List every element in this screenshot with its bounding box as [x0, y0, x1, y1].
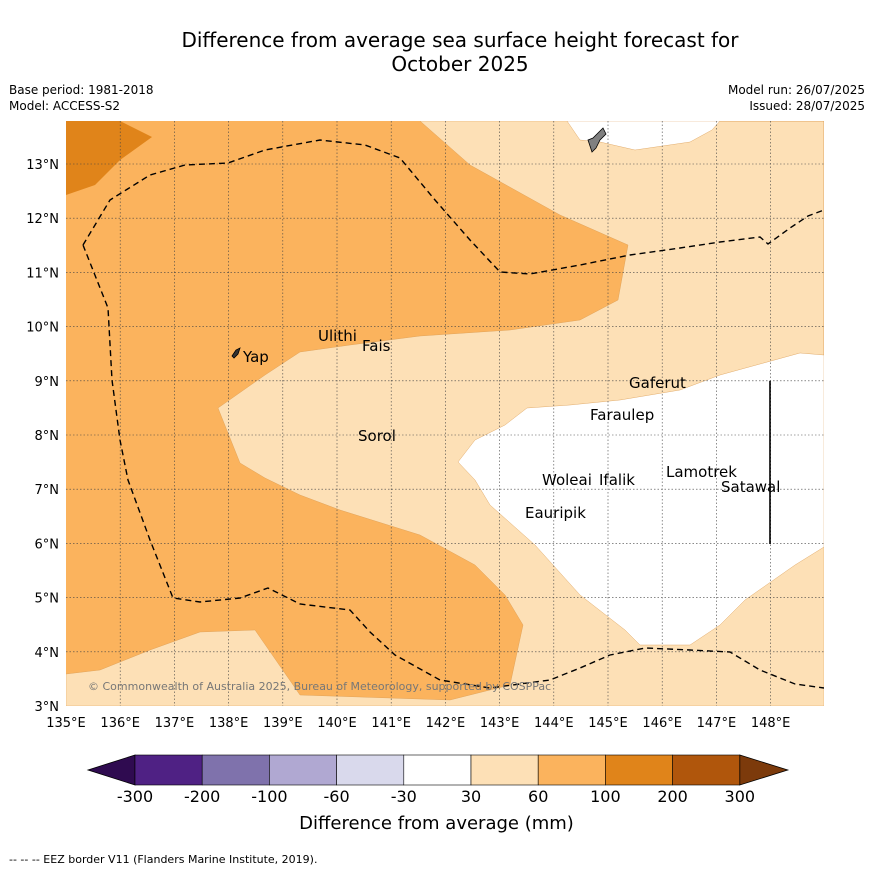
model-name: Model: ACCESS-S2 — [9, 99, 121, 113]
colorbar-tick-label: 100 — [590, 787, 621, 806]
place-label: Ifalik — [599, 471, 635, 489]
lat-tick-label: 10°N — [26, 321, 59, 336]
lat-tick-label: 4°N — [35, 646, 60, 661]
lon-tick-label: 138°E — [209, 716, 249, 731]
colorbar-tick-label: -100 — [251, 787, 288, 806]
colorbar-over-triangle — [739, 754, 790, 786]
map-field — [66, 121, 824, 706]
lat-tick-label: 5°N — [35, 592, 60, 607]
place-label: Woleai — [542, 471, 592, 489]
lon-tick-label: 139°E — [263, 716, 303, 731]
lon-tick-label: 137°E — [155, 716, 195, 731]
colorbar — [86, 754, 790, 786]
meta-right: Model run: 26/07/2025 Issued: 28/07/2025 — [728, 82, 865, 114]
place-labels: Ulithi Fais Yap Gaferut Faraulep Sorol Woleai I… — [242, 327, 780, 522]
colorbar-segment — [537, 754, 606, 786]
colorbar-tick-label: 300 — [724, 787, 756, 806]
lat-tick-label: 12°N — [26, 212, 59, 227]
base-period: Base period: 1981-2018 — [9, 83, 154, 97]
lon-tick-label: 143°E — [480, 716, 520, 731]
colorbar-segment — [269, 754, 337, 786]
yap-island — [231, 347, 241, 359]
lon-tick-label: 145°E — [588, 716, 628, 731]
footer-note: -- -- -- EEZ border V11 (Flanders Marine… — [9, 853, 318, 866]
place-label: Yap — [242, 348, 269, 366]
eez-border-line — [82, 139, 824, 689]
place-label: Gaferut — [629, 374, 686, 392]
lon-tick-label: 147°E — [697, 716, 737, 731]
colorbar-tick-label: -30 — [390, 787, 417, 806]
lat-tick-label: 7°N — [35, 483, 60, 498]
neutral-region — [457, 121, 824, 646]
place-label: Sorol — [358, 427, 396, 445]
eez-border — [82, 139, 824, 689]
lon-tick-label: 146°E — [642, 716, 682, 731]
place-label: Satawal — [721, 478, 780, 496]
lon-tick-label: 144°E — [534, 716, 574, 731]
colorbar-tick-label: 60 — [528, 787, 549, 806]
place-label: Fais — [362, 337, 391, 355]
title-line-2: October 2025 — [391, 52, 529, 76]
colorbar-under-triangle — [86, 754, 136, 786]
colorbar-tick-label: 200 — [657, 787, 688, 806]
lon-tick-label: 140°E — [317, 716, 357, 731]
lat-tick-label: 13°N — [26, 158, 59, 173]
colorbar-segment — [470, 754, 539, 786]
lat-tick-label: 9°N — [35, 375, 60, 390]
lon-tick-label: 141°E — [371, 716, 411, 731]
place-label: Lamotrek — [666, 463, 737, 481]
colorbar-segment — [672, 754, 741, 786]
colorbar-segment — [403, 754, 472, 786]
lon-tick-label: 148°E — [751, 716, 791, 731]
issued-date: Issued: 28/07/2025 — [749, 99, 865, 113]
lon-tick-label: 136°E — [100, 716, 140, 731]
place-label: Eauripik — [525, 504, 586, 522]
model-run: Model run: 26/07/2025 — [727, 83, 865, 97]
lat-tick-label: 3°N — [35, 700, 60, 715]
lon-tick-label: 135°E — [46, 716, 86, 731]
colorbar-tick-label: -60 — [323, 787, 350, 806]
colorbar-title: Difference from average (mm) — [299, 813, 574, 834]
guam-island — [587, 127, 607, 153]
place-label: Faraulep — [590, 406, 654, 424]
land-features — [231, 127, 607, 359]
lat-tick-label: 11°N — [26, 266, 59, 281]
axis-ticks: 135°E 136°E 137°E 138°E 139°E 140°E 141°E 142°E… — [26, 158, 790, 731]
chart-title: Difference from average sea surface heig… — [60, 28, 860, 76]
colorbar-tick-label: -200 — [184, 787, 221, 806]
colorbar-tick-label: -300 — [116, 787, 154, 806]
lon-tick-label: 142°E — [426, 716, 466, 731]
colorbar-segment — [201, 754, 270, 786]
colorbar-segment — [134, 754, 203, 786]
title-line-1: Difference from average sea surface heig… — [181, 28, 739, 52]
colorbar-segment — [605, 754, 673, 786]
place-label: Ulithi — [318, 327, 357, 345]
colorbar-tick-label: 30 — [460, 787, 482, 806]
meta-left: Base period: 1981-2018 Model: ACCESS-S2 — [9, 82, 154, 114]
lat-tick-label: 6°N — [35, 537, 60, 552]
copyright-text: © Commonwealth of Australia 2025, Bureau… — [88, 680, 551, 693]
band-100-200-region — [66, 121, 152, 195]
lat-tick-label: 8°N — [35, 429, 60, 444]
colorbar-segment — [336, 754, 405, 786]
graticule — [66, 121, 824, 706]
